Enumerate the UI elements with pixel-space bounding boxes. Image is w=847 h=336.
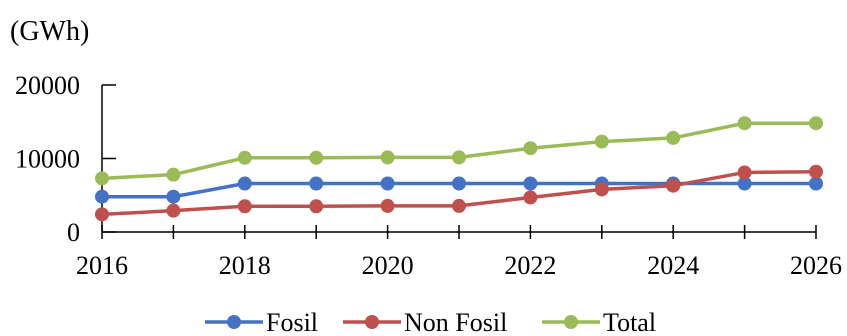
data-point [666,130,681,145]
x-tick-label: 2022 [504,251,556,280]
data-point [666,178,681,193]
x-tick-label: 2018 [219,251,271,280]
legend-label: Fosil [266,308,318,336]
data-point [523,176,538,191]
data-point [737,176,752,191]
data-point [166,189,181,204]
series-lines [95,116,823,222]
data-point [309,176,324,191]
axes: 0 10000 20000 2016 2018 2020 2022 2024 2026 [15,71,842,280]
y-tick-label: 10000 [15,145,80,174]
data-point [237,199,252,214]
data-point [452,198,466,213]
data-point [380,198,395,213]
legend-marker [227,315,241,329]
data-point [594,182,609,197]
data-point [380,150,395,165]
data-point [452,150,466,165]
data-point [95,207,109,222]
data-point [309,150,324,165]
legend-label: Total [603,308,656,336]
legend: Fosil Non Fosil Total [205,308,656,336]
data-point [95,189,109,204]
data-point [523,141,538,156]
x-tick-label: 2026 [790,251,842,280]
data-point [309,199,324,214]
data-point [809,164,823,179]
x-tick-label: 2024 [647,251,699,280]
y-tick-label: 20000 [15,71,80,100]
data-point [380,176,395,191]
legend-label: Non Fosil [404,308,507,336]
data-point [237,150,252,165]
data-point [95,171,109,186]
data-point [523,190,538,205]
legend-marker [365,315,379,329]
y-unit-label: (GWh) [10,16,89,47]
data-point [737,116,752,131]
legend-item: Total [542,308,656,336]
x-tick-label: 2016 [76,251,128,280]
data-point [237,176,252,191]
y-tick-label: 0 [67,218,80,247]
data-point [166,203,181,218]
legend-marker [564,315,578,329]
data-point [809,116,823,131]
data-point [809,176,823,191]
legend-item: Non Fosil [343,308,507,336]
data-point [166,167,181,182]
series-total [95,116,823,186]
data-point [594,134,609,149]
legend-item: Fosil [205,308,318,336]
series-non-fosil [95,164,823,222]
x-tick-label: 2020 [362,251,414,280]
data-point [737,165,752,180]
data-point [452,176,466,191]
